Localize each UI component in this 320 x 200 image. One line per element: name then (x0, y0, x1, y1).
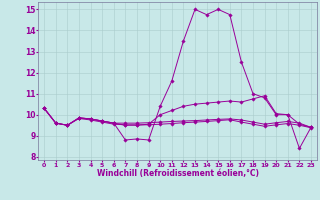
X-axis label: Windchill (Refroidissement éolien,°C): Windchill (Refroidissement éolien,°C) (97, 169, 259, 178)
